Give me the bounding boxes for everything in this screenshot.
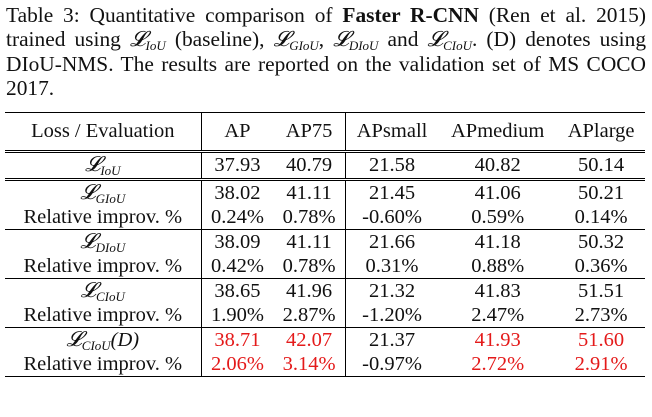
table-caption: Table 3: Quantitative comparison of Fast… [6, 3, 647, 100]
cell: 0.88% [471, 255, 525, 277]
caption-loss-iou: 𝓛IoU [129, 26, 166, 53]
results-table: Loss / Evaluation AP AP75 APsmall APmedi… [5, 112, 645, 377]
caption-prefix: Table 3: Quantitative comparison of [6, 3, 343, 27]
cell: 2.72% [438, 353, 558, 377]
cell: 0.78% [273, 255, 346, 279]
table-row: 𝓛GIoU 38.02 41.11 21.45 41.06 50.21 [5, 178, 645, 206]
cell: 21.66 [345, 229, 439, 255]
row-label-relative: Relative improv. % [5, 353, 202, 377]
cell: 38.02 [201, 178, 274, 206]
cell: 40.79 [273, 150, 346, 180]
cell: 0.31% [365, 255, 419, 277]
table-row: 𝓛IoU 37.93 40.79 21.58 40.82 50.14 [5, 150, 645, 180]
cell: 21.32 [345, 278, 439, 304]
cell: 3.14% [273, 353, 346, 377]
cell: 2.87% [273, 304, 346, 328]
header-apsmall: APsmall [345, 112, 439, 152]
cell: 21.45 [345, 178, 439, 206]
cell: -0.97% [345, 353, 439, 377]
header-apmedium: APmedium [438, 112, 558, 152]
cell: 0.78% [273, 206, 346, 230]
header-aplarge: APlarge [557, 112, 645, 152]
cell: 41.83 [438, 278, 558, 304]
caption-part1: (Ren et al. 2015) trained using [6, 3, 646, 51]
row-label-ciou-d: 𝓛CIoU(D) [5, 327, 202, 353]
cell: 40.82 [438, 150, 558, 180]
cell: 38.09 [201, 229, 274, 255]
caption-part2: (baseline), [165, 26, 274, 51]
cell: 38.65 [201, 278, 274, 304]
cell: 41.93 [438, 327, 558, 353]
cell: 2.91% [557, 353, 645, 377]
cell: 51.51 [557, 278, 645, 304]
caption-part3: . (D) denotes using DIoU-NMS. The result… [6, 26, 647, 100]
row-label-relative: Relative improv. % [5, 206, 202, 230]
caption-loss-ciou: 𝓛CIoU [427, 26, 472, 53]
row-label-iou: 𝓛IoU [5, 150, 202, 180]
table-row: 𝓛CIoU 38.65 41.96 21.32 41.83 51.51 [5, 278, 645, 304]
cell: 41.06 [438, 178, 558, 206]
header-row: Loss / Evaluation AP AP75 APsmall APmedi… [5, 112, 645, 152]
caption-loss-diou: 𝓛DIoU [333, 26, 379, 53]
cell: 50.21 [557, 178, 645, 206]
cell: 38.71 [201, 327, 274, 353]
cell: 42.07 [273, 327, 346, 353]
caption-loss-giou: 𝓛GIoU [273, 26, 319, 53]
table-row: 𝓛DIoU 38.09 41.11 21.66 41.18 50.32 [5, 229, 645, 255]
cell: 51.60 [557, 327, 645, 353]
cell: 0.59% [471, 206, 525, 228]
cell: -1.20% [362, 304, 422, 326]
caption-comma: , [318, 26, 334, 51]
cell: 37.93 [201, 150, 274, 180]
cell: 0.36% [574, 255, 628, 277]
row-label-relative: Relative improv. % [5, 304, 202, 328]
row-label-ciou: 𝓛CIoU [5, 278, 202, 304]
caption-and: and [378, 26, 428, 51]
cell: 50.32 [557, 229, 645, 255]
table-row: Relative improv. % 0.24% 0.78% -0.60% 0.… [5, 206, 645, 230]
cell: 0.14% [574, 206, 628, 228]
cell: 1.90% [210, 304, 264, 326]
cell: 2.73% [574, 304, 628, 326]
table-row: Relative improv. % 0.42% 0.78% 0.31% 0.8… [5, 255, 645, 279]
table-row: Relative improv. % 1.90% 2.87% -1.20% 2.… [5, 304, 645, 328]
cell: 21.58 [345, 150, 439, 180]
caption-model: Faster R-CNN [342, 3, 479, 27]
row-label-diou: 𝓛DIoU [5, 229, 202, 255]
header-ap75: AP75 [273, 112, 346, 152]
cell: 41.11 [273, 178, 346, 206]
cell: 21.37 [345, 327, 439, 353]
cell: 41.18 [438, 229, 558, 255]
cell: 0.24% [210, 206, 264, 228]
cell: -0.60% [362, 206, 422, 228]
cell: 0.42% [210, 255, 264, 277]
header-ap: AP [201, 112, 274, 152]
table-row: 𝓛CIoU(D) 38.71 42.07 21.37 41.93 51.60 [5, 327, 645, 353]
cell: 41.96 [273, 278, 346, 304]
cell: 50.14 [557, 150, 645, 180]
cell: 2.47% [471, 304, 525, 326]
cell: 41.11 [273, 229, 346, 255]
row-label-relative: Relative improv. % [5, 255, 202, 279]
row-label-giou: 𝓛GIoU [5, 178, 202, 206]
header-loss-eval: Loss / Evaluation [5, 112, 202, 152]
cell: 2.06% [201, 353, 274, 377]
table-row: Relative improv. % 2.06% 3.14% -0.97% 2.… [5, 353, 645, 377]
